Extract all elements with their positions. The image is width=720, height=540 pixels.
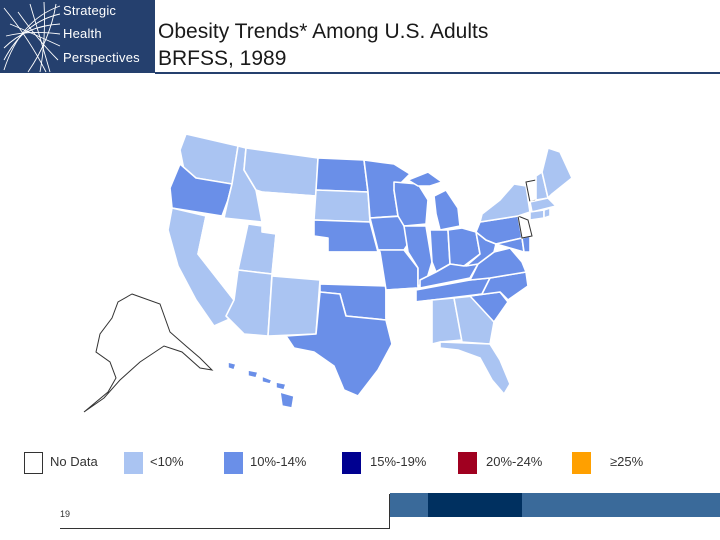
state-nj (517, 215, 533, 239)
page-number: 19 (60, 509, 71, 519)
state-ak (83, 293, 214, 413)
globe-grid-icon (3, 1, 61, 73)
state-mi (407, 171, 461, 231)
footer-bar-3 (522, 493, 720, 517)
state-sd (313, 189, 371, 223)
state-or (169, 163, 233, 217)
state-nm (267, 275, 321, 337)
state-ct (529, 209, 545, 221)
state-de (521, 235, 531, 253)
logo-text-perspectives: Perspectives (63, 50, 140, 65)
state-nd (315, 157, 369, 193)
footer-rule (60, 528, 390, 529)
logo: Strategic Health Perspectives (0, 0, 155, 73)
logo-text-health: Health (63, 26, 102, 41)
page-title: Obesity Trends* Among U.S. Adults (158, 20, 489, 43)
state-mt (243, 147, 319, 197)
footer-bar-1 (390, 493, 428, 517)
state-ms (411, 299, 433, 345)
page-subtitle: BRFSS, 1989 (158, 47, 287, 70)
title-divider (155, 72, 720, 74)
state-mo (377, 249, 419, 291)
state-fl (439, 341, 511, 395)
footer-bar-2 (428, 493, 522, 517)
state-ks (325, 251, 385, 287)
state-az (225, 269, 273, 337)
state-me (541, 147, 573, 199)
state-tx (285, 291, 393, 397)
state-hi (227, 361, 295, 409)
state-al (431, 297, 463, 345)
state-ny (479, 183, 531, 223)
footer-divider (389, 494, 390, 529)
state-ri (543, 207, 551, 219)
state-va (469, 247, 527, 281)
state-ar (385, 287, 417, 321)
state-co (271, 233, 329, 281)
logo-text-strategic: Strategic (63, 3, 117, 18)
state-wy (261, 191, 317, 237)
state-ma (529, 197, 557, 213)
